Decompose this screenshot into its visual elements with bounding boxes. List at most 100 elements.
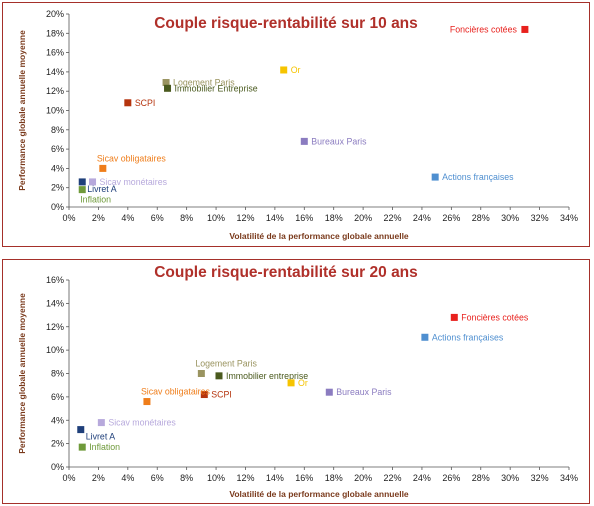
- data-label-logement-paris: Logement Paris: [173, 78, 235, 88]
- x-tick-label: 18%: [325, 473, 343, 483]
- x-tick-label: 16%: [295, 213, 313, 223]
- data-label-bureaux-paris: Bureaux Paris: [336, 387, 392, 397]
- y-tick-label: 18%: [46, 28, 64, 38]
- x-tick-label: 30%: [501, 213, 519, 223]
- x-tick-label: 24%: [413, 213, 431, 223]
- scatter-chart-20-years: Couple risque-rentabilité sur 20 ans 0% 2%…: [17, 264, 578, 499]
- x-tick-label: 0%: [62, 473, 75, 483]
- x-tick-label: 14%: [266, 473, 284, 483]
- chart-title: Couple risque-rentabilité sur 10 ans: [154, 15, 418, 32]
- data-point-inflation: [78, 186, 86, 194]
- x-tick-label: 4%: [121, 473, 134, 483]
- x-tick-label: 34%: [560, 473, 578, 483]
- data-point-livret-a: [78, 178, 86, 186]
- data-label-livret-a: Livret A: [87, 184, 116, 194]
- data-label-or: Or: [291, 65, 301, 75]
- x-tick-label: 8%: [180, 473, 193, 483]
- x-tick-label: 30%: [501, 473, 519, 483]
- data-point-sicav-monetaires: [89, 178, 97, 186]
- data-label-scpi: SCPI: [135, 98, 156, 108]
- data-point-logement-paris: [197, 370, 205, 377]
- x-tick-label: 18%: [325, 213, 343, 223]
- y-tick-label: 6%: [51, 144, 64, 154]
- data-point-sicav-obligataires: [143, 398, 151, 406]
- x-tick-label: 2%: [92, 473, 105, 483]
- x-tick-label: 20%: [354, 213, 372, 223]
- data-label-livret-a: Livret A: [86, 432, 115, 442]
- y-tick-label: 2%: [51, 439, 64, 449]
- x-tick-label: 32%: [531, 473, 549, 483]
- chart-title: Couple risque-rentabilité sur 20 ans: [154, 264, 418, 281]
- data-label-or: Or: [298, 378, 308, 388]
- y-tick-label: 0%: [51, 202, 64, 212]
- x-tick-label: 28%: [472, 213, 490, 223]
- y-axis-label: Performance globale annuelle moyenne: [17, 293, 27, 454]
- data-point-actions-francaises: [431, 173, 439, 181]
- y-tick-label: 14%: [46, 67, 64, 77]
- data-point-immobilier-entreprise: [164, 84, 172, 92]
- y-tick-label: 2%: [51, 183, 64, 193]
- x-axis-label: Volatilité de la performance globale ann…: [229, 489, 409, 499]
- data-point-foncieres-cotees: [450, 313, 458, 321]
- y-tick-label: 4%: [51, 415, 64, 425]
- data-point-bureaux-paris: [325, 388, 333, 396]
- x-tick-label: 26%: [442, 213, 460, 223]
- x-tick-label: 6%: [151, 473, 164, 483]
- y-tick-label: 20%: [46, 9, 64, 19]
- x-tick-label: 12%: [236, 213, 254, 223]
- data-point-foncieres-cotees: [521, 25, 529, 33]
- x-tick-label: 34%: [560, 213, 578, 223]
- x-tick-label: 10%: [207, 213, 225, 223]
- y-tick-label: 16%: [46, 275, 64, 285]
- x-tick-label: 28%: [472, 473, 490, 483]
- x-tick-label: 20%: [354, 473, 372, 483]
- data-point-or: [280, 66, 288, 74]
- data-label-foncieres-cotees: Foncières cotées: [450, 24, 518, 34]
- data-label-inflation: Inflation: [80, 195, 111, 205]
- x-tick-label: 32%: [531, 213, 549, 223]
- data-label-logement-paris: Logement Paris: [195, 359, 257, 369]
- y-tick-label: 12%: [46, 86, 64, 96]
- data-label-sicav-obligataires: Sicav obligataires: [141, 387, 211, 397]
- data-point-actions-francaises: [421, 333, 429, 341]
- y-axis-label: Performance globale annuelle moyenne: [17, 30, 27, 191]
- x-tick-label: 24%: [413, 473, 431, 483]
- data-point-inflation: [78, 443, 86, 451]
- x-tick-label: 10%: [207, 473, 225, 483]
- x-tick-label: 2%: [92, 213, 105, 223]
- y-tick-label: 8%: [51, 369, 64, 379]
- y-tick-label: 10%: [46, 106, 64, 116]
- data-point-sicav-obligataires: [99, 164, 107, 172]
- data-point-livret-a: [77, 426, 85, 434]
- x-tick-label: 4%: [121, 213, 134, 223]
- y-tick-label: 16%: [46, 48, 64, 58]
- x-tick-label: 8%: [180, 213, 193, 223]
- x-tick-label: 16%: [295, 473, 313, 483]
- x-tick-label: 14%: [266, 213, 284, 223]
- data-label-sicav-monetaires: Sicav monétaires: [108, 418, 176, 428]
- data-point-sicav-monetaires: [97, 419, 105, 427]
- y-tick-label: 0%: [51, 462, 64, 472]
- data-label-scpi: SCPI: [211, 390, 232, 400]
- data-point-or: [287, 379, 295, 387]
- data-point-logement-paris: [162, 79, 170, 87]
- y-tick-label: 12%: [46, 322, 64, 332]
- data-point-immobilier-entreprise: [215, 372, 223, 380]
- data-label-sicav-monetaires: Sicav monétaires: [100, 177, 168, 187]
- y-tick-label: 8%: [51, 125, 64, 135]
- x-tick-label: 22%: [384, 473, 402, 483]
- data-label-actions-francaises: Actions françaises: [442, 172, 514, 182]
- x-tick-label: 12%: [236, 473, 254, 483]
- x-tick-label: 0%: [62, 213, 75, 223]
- data-label-sicav-obligataires: Sicav obligataires: [97, 153, 167, 163]
- data-label-foncieres-cotees: Foncières cotées: [461, 312, 529, 322]
- y-tick-label: 6%: [51, 392, 64, 402]
- data-label-inflation: Inflation: [89, 442, 120, 452]
- chart-panel-10-years: Couple risque-rentabilité sur 10 ans 0% 2%…: [2, 2, 590, 247]
- data-point-scpi: [200, 391, 208, 399]
- data-label-bureaux-paris: Bureaux Paris: [311, 136, 367, 146]
- scatter-chart-10-years: Couple risque-rentabilité sur 10 ans 0% 2%…: [17, 9, 578, 241]
- data-label-actions-francaises: Actions françaises: [432, 332, 504, 342]
- chart-panel-20-years: Couple risque-rentabilité sur 20 ans 0% 2%…: [2, 259, 590, 504]
- y-tick-label: 4%: [51, 163, 64, 173]
